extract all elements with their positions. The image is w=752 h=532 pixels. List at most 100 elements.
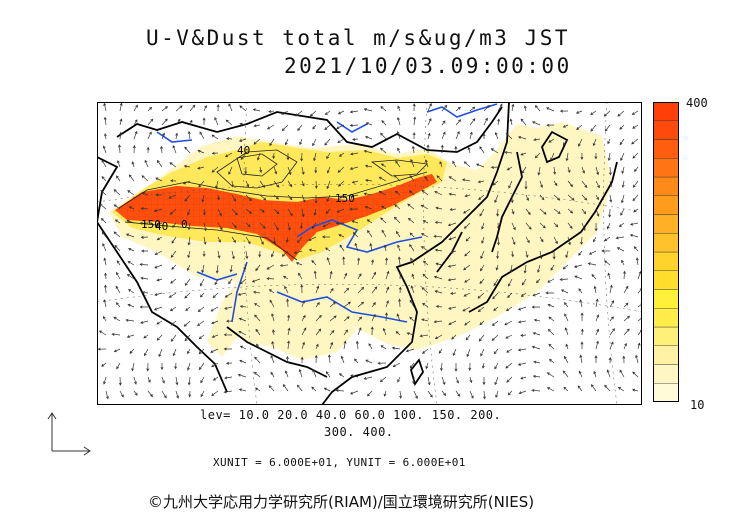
wind-arrow [397, 256, 401, 266]
wind-arrow [385, 257, 389, 266]
wind-arrow [426, 144, 430, 154]
wind-arrow [383, 390, 387, 397]
wind-arrow [312, 369, 317, 378]
wind-arrow [378, 191, 387, 196]
wind-arrow [550, 264, 555, 271]
wind-arrow [301, 208, 305, 218]
wind-arrow [433, 275, 443, 280]
wind-arrow [160, 145, 164, 154]
wind-arrow [509, 118, 513, 126]
wind-arrow [385, 270, 390, 280]
wind-arrow [411, 145, 415, 154]
wind-arrow [578, 138, 583, 147]
wind-arrow [161, 118, 168, 126]
wind-arrow [435, 206, 443, 210]
wind-arrow [349, 123, 359, 127]
wind-arrow [188, 390, 192, 398]
wind-arrow [631, 388, 639, 392]
wind-arrow [198, 180, 205, 188]
wind-arrow [617, 386, 625, 392]
wind-arrow [449, 208, 457, 212]
wind-arrow [622, 355, 626, 364]
wind-arrow [301, 180, 305, 187]
wind-arrow [187, 250, 191, 259]
wind-arrow [594, 222, 598, 232]
wind-arrow [245, 250, 249, 260]
wind-arrow [629, 222, 639, 226]
wind-arrow [211, 390, 219, 397]
wind-arrow [189, 104, 196, 112]
wind-arrow [506, 166, 513, 171]
wind-arrow [380, 217, 387, 224]
wind-arrow [158, 348, 163, 358]
wind-arrow [523, 264, 527, 274]
wind-arrow [393, 174, 401, 182]
wind-arrow [301, 327, 307, 336]
wind-arrow [580, 236, 584, 245]
wind-arrow [199, 292, 205, 298]
wind-arrow [324, 138, 331, 146]
wind-arrow [337, 138, 345, 143]
wind-arrow [239, 345, 247, 350]
wind-arrow [170, 250, 177, 258]
wind-arrow [409, 316, 415, 322]
wind-arrow [298, 368, 303, 378]
wind-arrow [581, 180, 588, 188]
wind-arrow [615, 236, 625, 240]
wind-arrow [381, 229, 387, 238]
wind-arrow [252, 290, 261, 294]
wind-arrow [603, 110, 611, 117]
wind-arrow [422, 273, 429, 280]
wind-arrow [244, 166, 248, 175]
wind-arrow [301, 341, 306, 350]
wind-arrow [479, 278, 485, 285]
wind-arrow [476, 163, 485, 168]
wind-arrow [184, 194, 191, 202]
wind-arrow [349, 390, 359, 395]
wind-arrow [520, 118, 527, 126]
wind-arrow [339, 194, 345, 199]
wind-arrow [311, 386, 317, 392]
wind-arrow [396, 313, 401, 322]
wind-arrow [410, 158, 415, 168]
wind-arrow [427, 118, 432, 126]
wind-arrow [525, 222, 532, 230]
wind-arrow [606, 369, 611, 378]
wind-arrow [448, 176, 457, 182]
wind-arrow [371, 259, 375, 266]
wind-arrow [480, 348, 485, 357]
wind-arrow [335, 221, 345, 225]
wind-arrow [452, 348, 457, 356]
wind-arrow [223, 347, 233, 351]
wind-arrow [455, 131, 460, 140]
wind-arrow [255, 328, 261, 336]
wind-arrow [156, 334, 163, 341]
concentration-contours [118, 149, 428, 261]
wind-arrow [115, 175, 121, 182]
wind-arrow [391, 346, 401, 350]
wind-arrow [511, 103, 515, 112]
wind-arrow [365, 135, 373, 140]
wind-arrow [325, 371, 331, 378]
wind-arrow [211, 320, 219, 325]
wind-arrow [271, 341, 275, 350]
wind-arrow [182, 180, 191, 185]
wind-arrow [380, 147, 387, 154]
wind-arrow [155, 193, 163, 197]
colorbar-cell [653, 364, 679, 384]
wind-arrow [321, 235, 331, 239]
wind-arrow [463, 264, 471, 271]
wind-arrow [593, 236, 597, 243]
wind-arrow [211, 362, 219, 367]
wind-arrow [559, 278, 569, 282]
wind-arrow [447, 278, 457, 282]
wind-arrow [413, 390, 418, 399]
wind-arrow [127, 261, 135, 266]
wind-arrow [539, 208, 547, 215]
wind-arrow [211, 151, 219, 155]
wind-arrow [427, 132, 431, 140]
colorbar-cell [653, 195, 679, 215]
wind-arrow [480, 264, 485, 272]
wind-arrow [623, 270, 626, 280]
wind-arrow [153, 306, 163, 311]
